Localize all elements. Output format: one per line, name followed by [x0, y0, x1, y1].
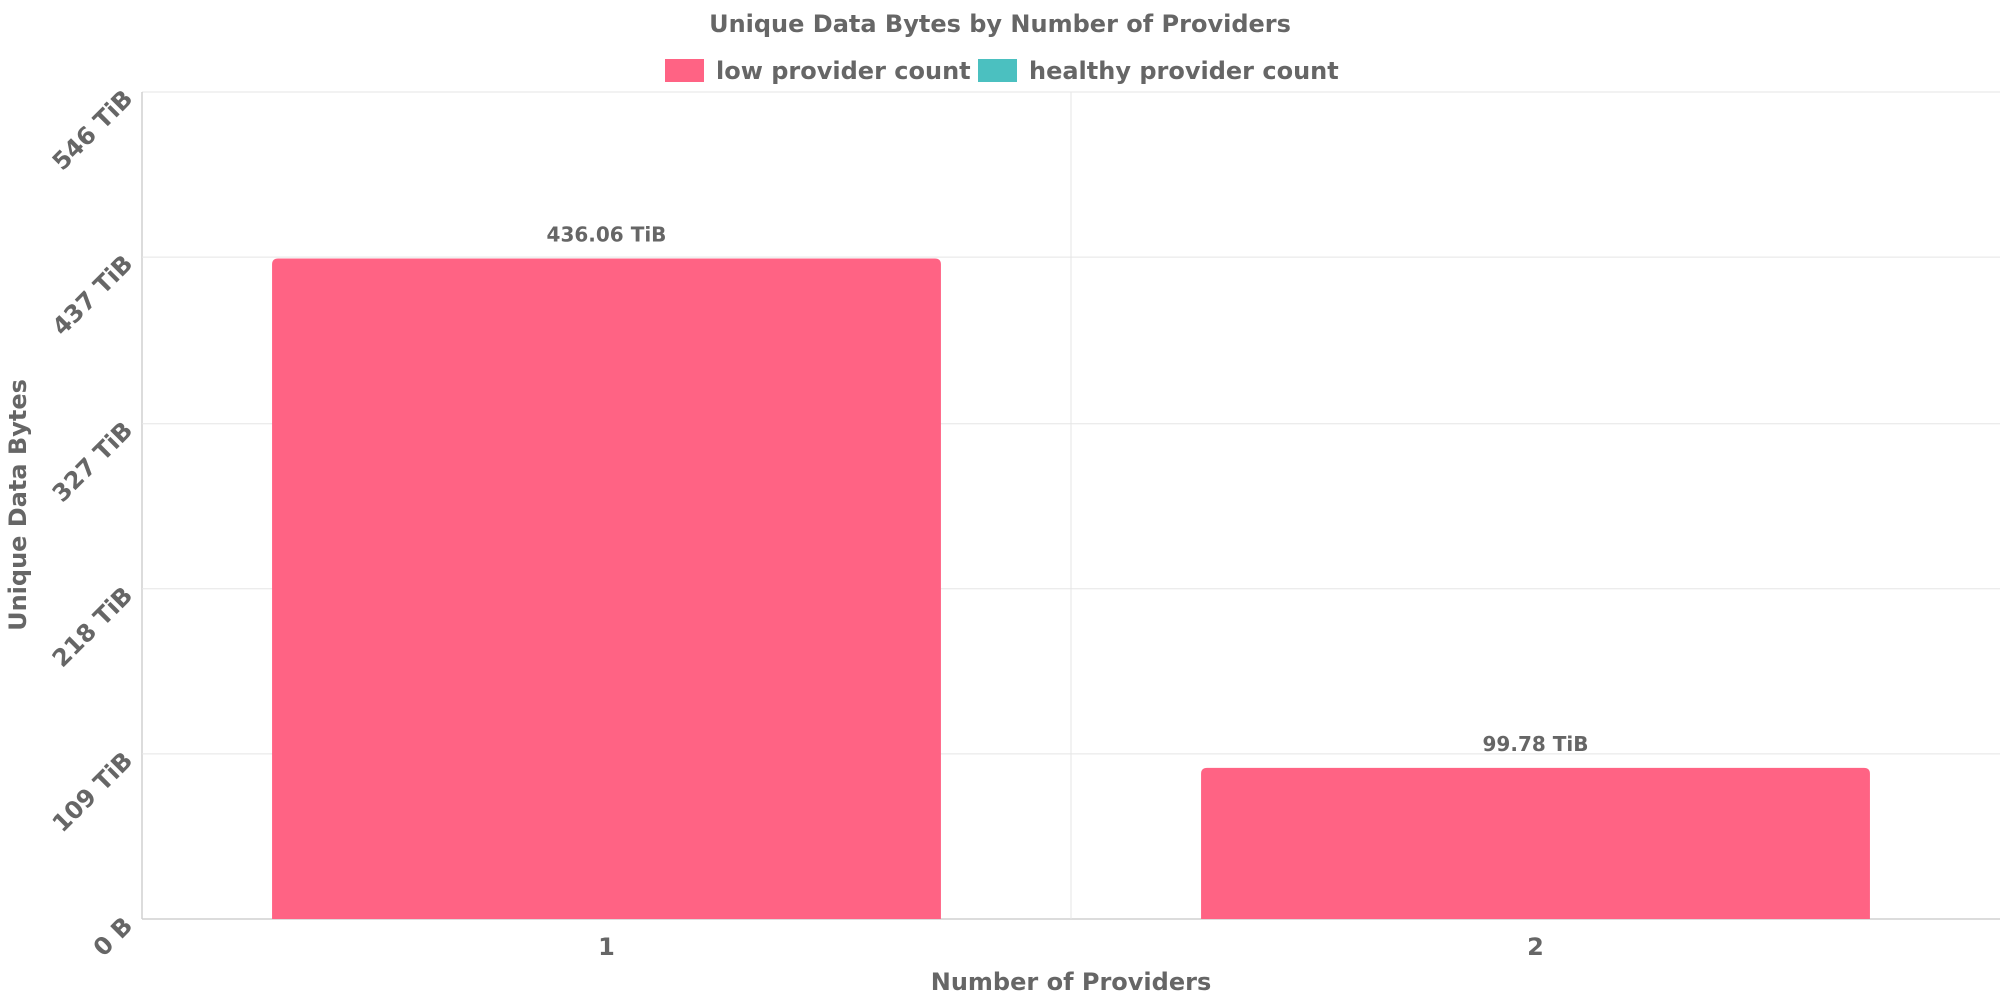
x-tick-label: 2	[1527, 933, 1544, 961]
legend-swatch	[665, 59, 704, 82]
y-tick-label: 109 TiB	[47, 746, 138, 837]
data-label: 99.78 TiB	[1483, 732, 1589, 756]
y-tick-label: 218 TiB	[47, 581, 138, 672]
legend-item[interactable]: low provider count	[665, 57, 971, 85]
y-tick-label: 0 B	[88, 911, 138, 961]
bar-1[interactable]	[272, 258, 941, 919]
legend-item[interactable]: healthy provider count	[978, 57, 1339, 85]
x-axis-label: Number of Providers	[931, 968, 1211, 996]
bars	[272, 258, 1870, 919]
x-tick-label: 1	[598, 933, 615, 961]
y-tick-label: 327 TiB	[47, 416, 138, 507]
y-axis-ticks: 0 B 109 TiB 218 TiB 327 TiB 437 TiB 546 TiB	[47, 84, 138, 961]
data-labels: 436.06 TiB 99.78 TiB	[547, 223, 1589, 756]
legend-swatch	[978, 59, 1017, 82]
data-label: 436.06 TiB	[547, 223, 667, 247]
y-tick-label: 546 TiB	[47, 84, 138, 175]
bar-2[interactable]	[1201, 767, 1870, 919]
y-tick-label: 437 TiB	[47, 250, 138, 341]
legend: low provider count healthy provider count	[665, 57, 1339, 85]
legend-label: low provider count	[716, 57, 971, 85]
y-axis-label: Unique Data Bytes	[4, 379, 32, 631]
legend-label: healthy provider count	[1029, 57, 1339, 85]
chart-title: Unique Data Bytes by Number of Providers	[709, 10, 1291, 38]
